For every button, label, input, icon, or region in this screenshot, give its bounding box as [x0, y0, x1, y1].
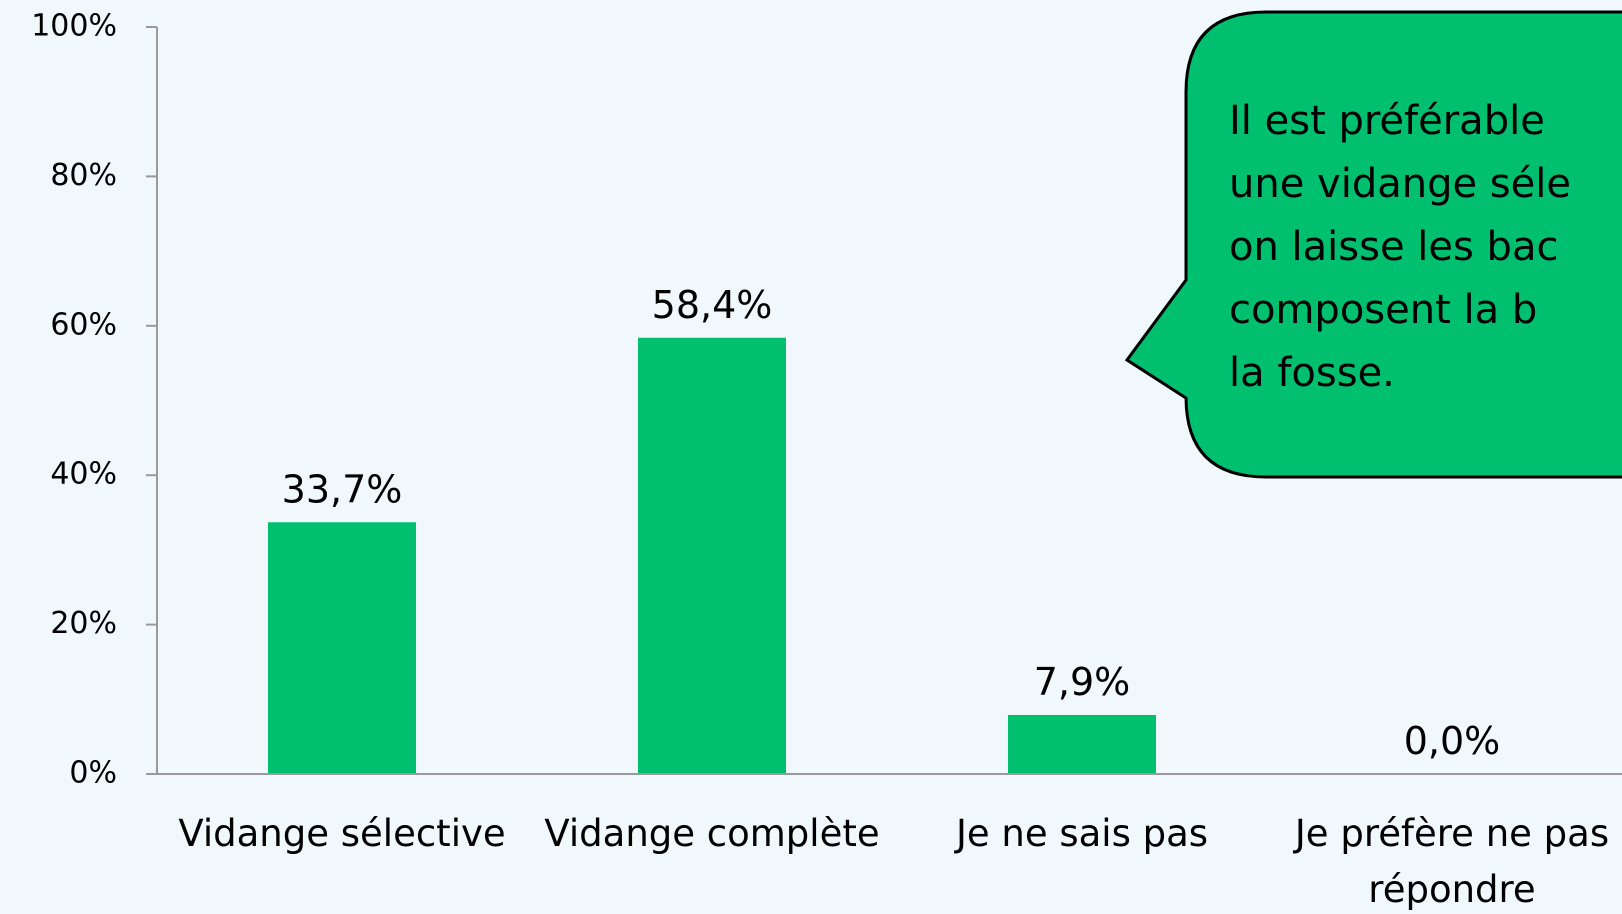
x-tick-label: Je ne sais pas	[955, 812, 1209, 855]
x-tick-label: Je préfère ne pas répondre	[1294, 812, 1610, 911]
callout-line: composent la b	[1229, 287, 1538, 333]
bar	[638, 337, 786, 774]
callout-line: une vidange séle	[1229, 161, 1571, 207]
callout	[1124, 10, 1622, 479]
callout-text: Il est préférable une vidange séle on lais…	[1229, 90, 1571, 405]
value-label: 0,0%	[1404, 719, 1501, 763]
callout-line: la fosse.	[1229, 350, 1395, 396]
y-tick-label: 20%	[50, 606, 117, 641]
x-tick-label: Vidange complète	[544, 812, 880, 855]
value-label: 33,7%	[282, 467, 403, 511]
callout-line: on laisse les bac	[1229, 224, 1559, 270]
y-tick-label: 60%	[50, 307, 117, 342]
bar	[268, 522, 416, 774]
value-label: 58,4%	[652, 283, 773, 327]
value-label: 7,9%	[1034, 660, 1131, 704]
y-tick-label: 100%	[31, 9, 117, 44]
y-tick-label: 40%	[50, 457, 117, 492]
bar	[1008, 714, 1156, 774]
x-tick-label: Vidange sélective	[178, 812, 506, 855]
y-tick-label: 80%	[50, 158, 117, 193]
y-tick-label: 0%	[69, 756, 117, 791]
callout-line: Il est préférable	[1229, 98, 1545, 144]
